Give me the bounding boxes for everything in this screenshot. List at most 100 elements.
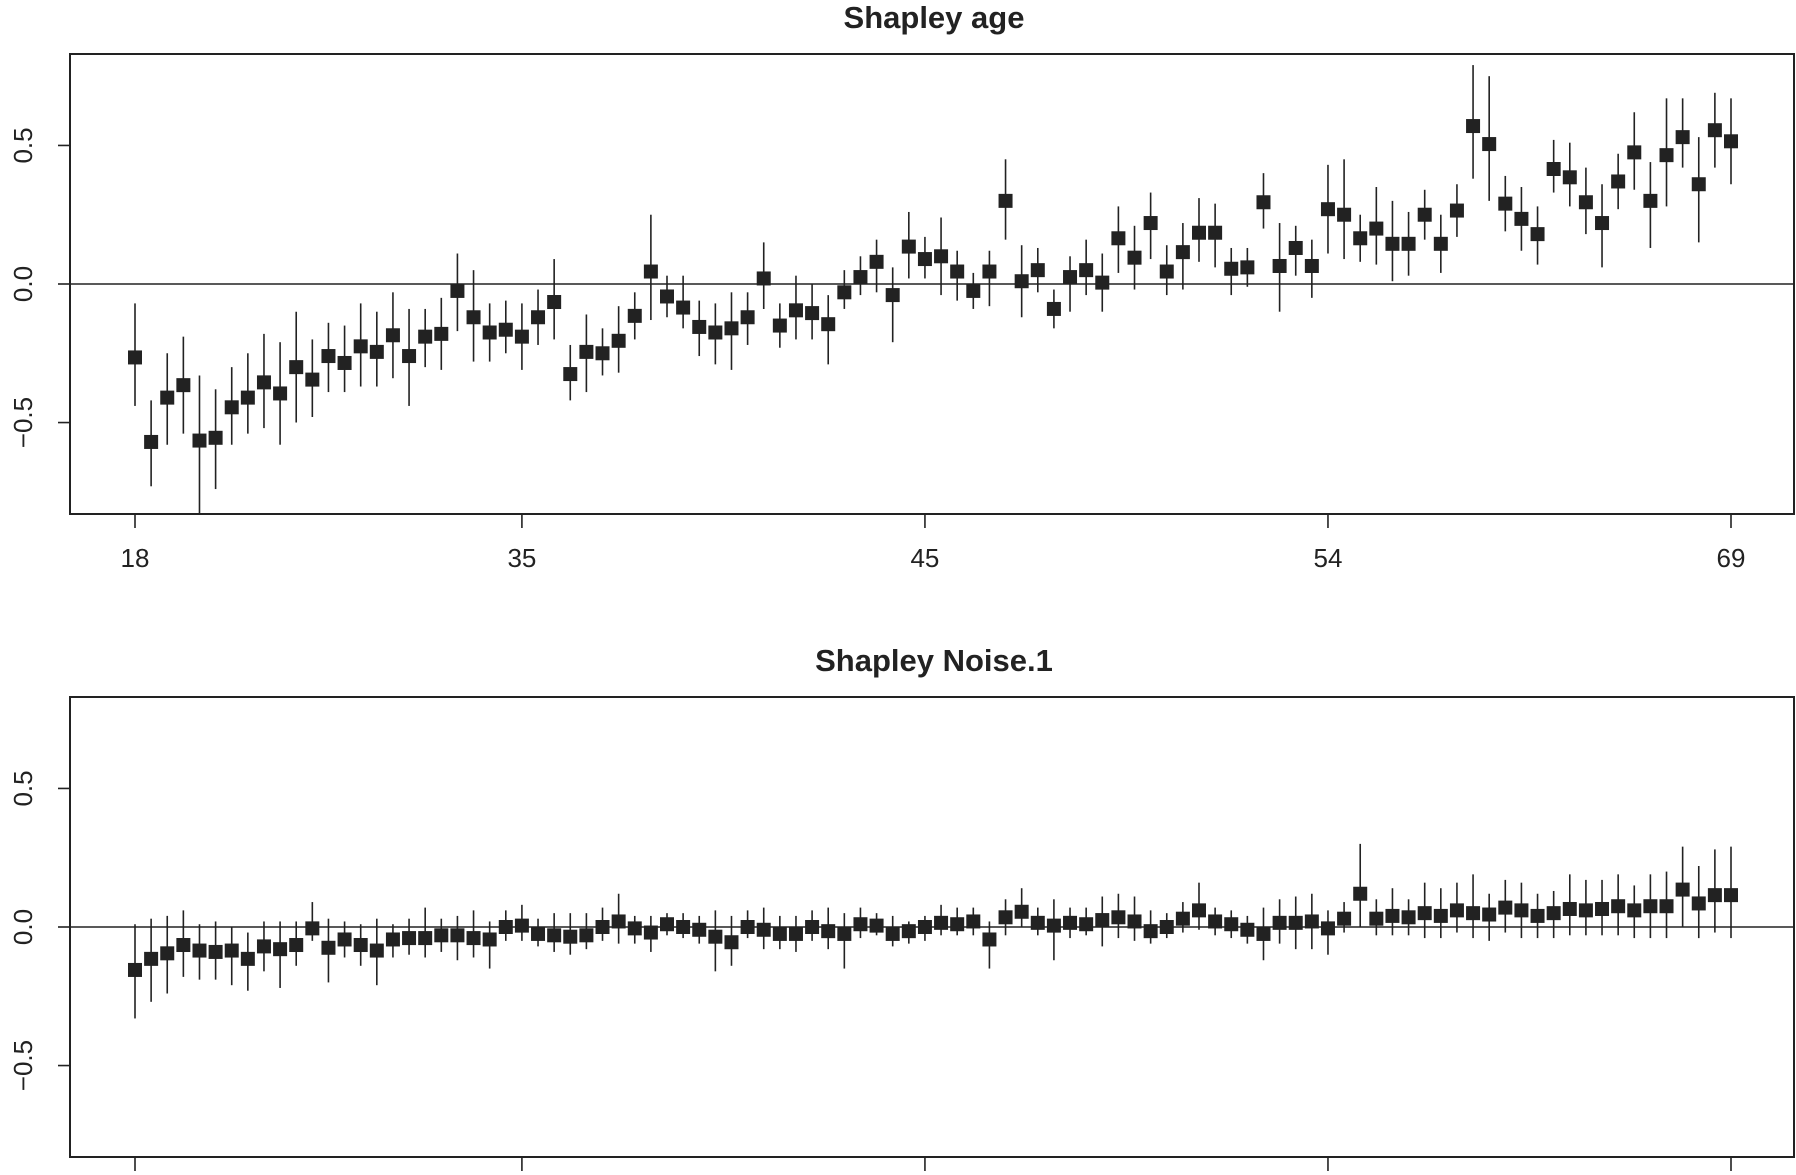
data-point bbox=[160, 946, 175, 961]
data-point bbox=[450, 283, 465, 298]
x-tick-label: 35 bbox=[507, 543, 536, 573]
data-point bbox=[305, 921, 320, 936]
data-point bbox=[1046, 918, 1061, 933]
data-point bbox=[1401, 910, 1416, 925]
data-point bbox=[1288, 915, 1303, 930]
data-point bbox=[740, 310, 755, 325]
data-point bbox=[353, 339, 368, 354]
data-point bbox=[998, 910, 1013, 925]
data-point bbox=[692, 319, 707, 334]
data-point bbox=[240, 951, 255, 966]
y-tick-label: 0.5 bbox=[8, 770, 38, 806]
data-point bbox=[821, 317, 836, 332]
data-point bbox=[1611, 174, 1626, 189]
data-point bbox=[1030, 915, 1045, 930]
data-point bbox=[289, 360, 304, 375]
data-point bbox=[692, 922, 707, 937]
data-point bbox=[934, 915, 949, 930]
data-point bbox=[1353, 886, 1368, 901]
data-point bbox=[1385, 908, 1400, 923]
data-point bbox=[192, 943, 207, 958]
data-point bbox=[1272, 915, 1287, 930]
data-point bbox=[1256, 195, 1271, 210]
data-point bbox=[1530, 908, 1545, 923]
data-point bbox=[1675, 882, 1690, 897]
data-point bbox=[998, 193, 1013, 208]
data-point bbox=[950, 917, 965, 932]
data-point bbox=[1143, 924, 1158, 939]
data-point bbox=[724, 935, 739, 950]
data-point bbox=[353, 938, 368, 953]
data-point bbox=[1127, 914, 1142, 929]
data-point bbox=[756, 922, 771, 937]
data-point bbox=[805, 920, 820, 934]
y-tick-label: 0.0 bbox=[8, 909, 38, 945]
data-point bbox=[256, 939, 271, 954]
x-tick-label: 69 bbox=[1717, 543, 1746, 573]
data-point bbox=[1724, 134, 1738, 149]
data-point bbox=[1353, 231, 1368, 246]
data-point bbox=[837, 926, 852, 941]
data-point bbox=[1256, 926, 1271, 941]
data-point bbox=[337, 932, 352, 947]
data-point bbox=[853, 270, 868, 285]
data-point bbox=[1111, 910, 1126, 925]
data-point bbox=[160, 390, 175, 405]
data-point bbox=[1691, 896, 1706, 911]
data-marks bbox=[70, 65, 1794, 514]
data-point bbox=[869, 918, 884, 933]
data-point bbox=[821, 924, 836, 939]
data-point bbox=[418, 329, 433, 344]
data-point bbox=[176, 938, 191, 953]
data-point bbox=[1288, 240, 1303, 255]
data-point bbox=[1224, 261, 1239, 276]
data-point bbox=[1159, 264, 1174, 279]
data-point bbox=[224, 943, 239, 958]
data-point bbox=[772, 926, 787, 941]
data-point bbox=[869, 254, 884, 269]
data-point bbox=[1369, 911, 1384, 926]
data-point bbox=[1691, 177, 1706, 192]
data-point bbox=[531, 926, 546, 941]
data-point bbox=[853, 917, 868, 932]
data-point bbox=[627, 308, 642, 323]
data-point bbox=[1304, 258, 1319, 273]
data-point bbox=[1320, 921, 1335, 936]
data-point bbox=[321, 349, 336, 364]
data-point bbox=[547, 928, 562, 943]
data-point bbox=[982, 264, 997, 279]
data-point bbox=[1240, 260, 1255, 275]
data-point bbox=[1337, 207, 1352, 222]
y-tick-label: 0.0 bbox=[8, 266, 38, 302]
data-point bbox=[1127, 250, 1142, 265]
data-point bbox=[595, 920, 610, 934]
data-point bbox=[1643, 899, 1658, 914]
data-point bbox=[643, 264, 658, 279]
data-point bbox=[724, 321, 739, 336]
data-point bbox=[482, 325, 497, 340]
data-point bbox=[144, 434, 159, 449]
data-point bbox=[1482, 907, 1497, 922]
data-point bbox=[740, 920, 755, 934]
data-point bbox=[1675, 130, 1690, 145]
data-point bbox=[611, 333, 626, 348]
data-point bbox=[579, 344, 594, 359]
data-marks bbox=[70, 843, 1794, 1019]
data-point bbox=[1030, 263, 1045, 278]
data-point bbox=[1611, 899, 1626, 914]
data-point bbox=[788, 926, 803, 941]
data-point bbox=[676, 920, 691, 934]
data-point bbox=[563, 367, 578, 382]
data-point bbox=[224, 400, 239, 415]
data-point bbox=[1595, 216, 1610, 231]
data-point bbox=[273, 942, 288, 957]
data-point bbox=[1175, 911, 1190, 926]
data-point bbox=[1707, 888, 1722, 903]
data-point bbox=[885, 926, 900, 941]
data-point bbox=[950, 264, 965, 279]
data-point bbox=[1111, 231, 1126, 246]
y-tick-label: 0.5 bbox=[8, 127, 38, 163]
data-point bbox=[128, 962, 142, 977]
data-point bbox=[498, 920, 513, 934]
data-point bbox=[1095, 913, 1110, 928]
